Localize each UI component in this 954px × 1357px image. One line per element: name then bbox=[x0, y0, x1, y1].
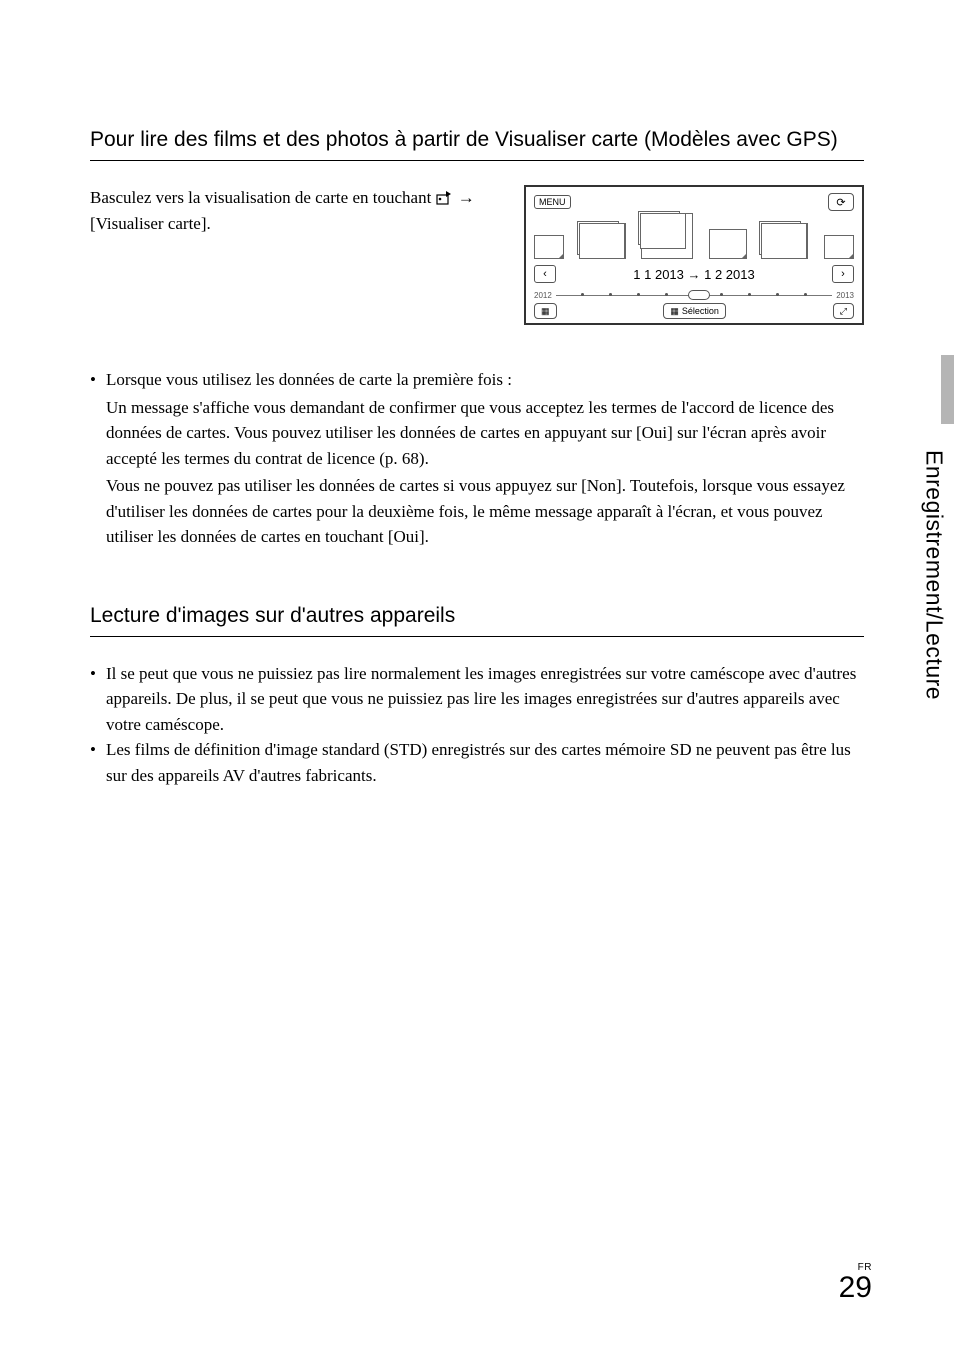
intro-text-part2: [Visualiser carte]. bbox=[90, 214, 211, 233]
intro-text-part1: Basculez vers la visualisation de carte … bbox=[90, 188, 436, 207]
map-bullet-list: Lorsque vous utilisez les données de car… bbox=[90, 367, 864, 393]
other-bullet-list: Il se peut que vous ne puissiez pas lire… bbox=[90, 661, 864, 789]
lcd-thumb-row bbox=[534, 213, 854, 259]
menu-button[interactable]: MENU bbox=[534, 195, 571, 209]
intro-text-col: Basculez vers la visualisation de carte … bbox=[90, 185, 484, 325]
page-footer: FR 29 bbox=[839, 1262, 872, 1303]
other-bullet-1: Il se peut que vous ne puissiez pas lire… bbox=[90, 661, 864, 738]
slider-knob[interactable] bbox=[688, 290, 710, 300]
section-heading-other: Lecture d'images sur d'autres appareils bbox=[90, 604, 864, 637]
intro-arrow: → bbox=[458, 188, 475, 207]
lcd-slider[interactable]: 2012 2013 bbox=[534, 289, 854, 301]
map-para-2: Vous ne pouvez pas utiliser les données … bbox=[90, 473, 864, 550]
other-bullet-2: Les films de définition d'image standard… bbox=[90, 737, 864, 788]
map-switch-icon bbox=[436, 188, 454, 204]
film-strip-icon: ▦ bbox=[670, 306, 679, 317]
intro-row: Basculez vers la visualisation de carte … bbox=[90, 185, 864, 325]
selection-label: Sélection bbox=[682, 306, 719, 316]
prev-button[interactable]: ‹ bbox=[534, 265, 556, 283]
thumbnail-stack[interactable] bbox=[641, 213, 693, 259]
map-para-1: Un message s'affiche vous demandant de c… bbox=[90, 395, 864, 472]
thumbnail-stack[interactable] bbox=[580, 223, 626, 259]
side-tab: Enregistrement/Lecture bbox=[914, 390, 954, 760]
section-heading-map: Pour lire des films et des photos à part… bbox=[90, 128, 864, 161]
thumbnail[interactable] bbox=[534, 235, 564, 259]
refresh-icon[interactable]: ⟳ bbox=[828, 193, 854, 211]
slider-year-left: 2012 bbox=[534, 291, 552, 300]
film-icon[interactable]: ▦ bbox=[534, 303, 557, 319]
slider-track bbox=[556, 295, 832, 296]
next-button[interactable]: › bbox=[832, 265, 854, 283]
share-icon[interactable]: ⤢ bbox=[833, 303, 854, 319]
slider-year-right: 2013 bbox=[836, 291, 854, 300]
map-bullet-1: Lorsque vous utilisez les données de car… bbox=[90, 367, 864, 393]
thumbnail-stack[interactable] bbox=[762, 223, 808, 259]
lcd-date-row: ‹ 1 1 2013 → 1 2 2013 › bbox=[534, 265, 854, 283]
selection-button[interactable]: ▦ Sélection bbox=[663, 303, 726, 319]
lcd-top-row: MENU ⟳ bbox=[534, 193, 854, 211]
lcd-screenshot: MENU ⟳ ‹ 1 1 2013 → 1 2 2013 › 2012 bbox=[524, 185, 864, 325]
section-other: Lecture d'images sur d'autres appareils … bbox=[90, 604, 864, 789]
side-tab-label: Enregistrement/Lecture bbox=[921, 450, 948, 700]
page-body: Pour lire des films et des photos à part… bbox=[0, 0, 954, 788]
date-range-label: 1 1 2013 → 1 2 2013 bbox=[633, 267, 754, 282]
thumbnail[interactable] bbox=[709, 229, 747, 259]
footer-page-number: 29 bbox=[839, 1273, 872, 1303]
lcd-bottom-row: ▦ ▦ Sélection ⤢ bbox=[534, 303, 854, 319]
thumbnail[interactable] bbox=[824, 235, 854, 259]
